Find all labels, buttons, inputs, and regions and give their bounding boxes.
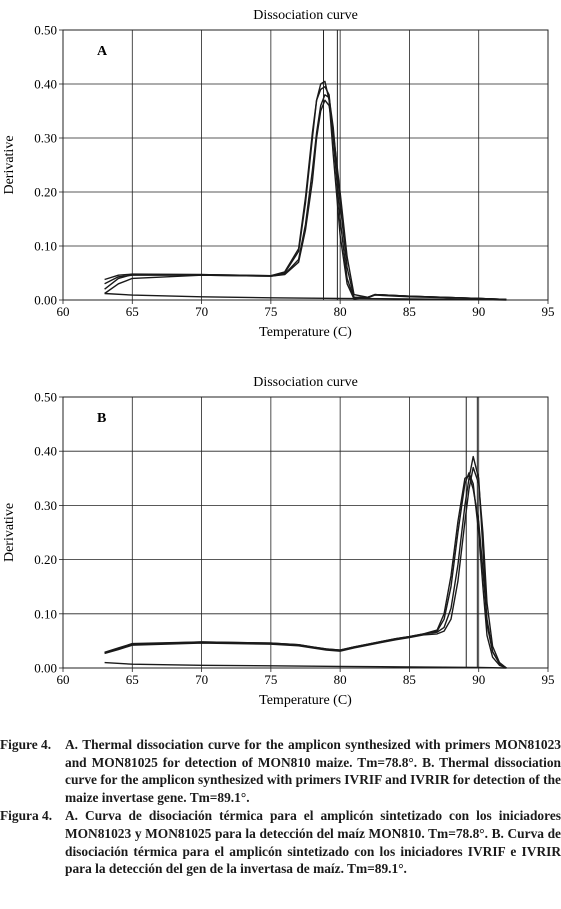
x-tick-label: 90	[472, 672, 485, 687]
chart-b-panel-label: B	[97, 411, 106, 426]
caption-english: Figure 4. A. Thermal dissociation curve …	[0, 736, 561, 806]
chart-a-plot-frame	[62, 29, 549, 301]
y-tick-label: 0.30	[34, 498, 57, 513]
y-tick-label: 0.30	[34, 131, 57, 146]
series-line-4	[104, 474, 507, 669]
chart-b-y-axis-label: Derivative	[2, 503, 17, 562]
caption-spanish-label: Figura 4.	[0, 808, 53, 824]
x-tick-label: 80	[334, 304, 347, 319]
series-line-2	[104, 455, 507, 669]
x-tick-label: 95	[542, 672, 555, 687]
caption-english-text: A. Thermal dissociation curve for the am…	[65, 737, 561, 805]
x-tick-label: 75	[264, 304, 277, 319]
y-tick-label: 0.50	[34, 390, 57, 405]
series-line-5	[104, 292, 507, 301]
dissociation-charts: Dissociation curve 60 65 70 75 80 85 90 95 0.00 0.…	[2, 8, 555, 708]
chart-b: Dissociation curve 60 65 70 75 80 85 90 95 0.00 0.…	[2, 375, 555, 708]
x-tick-label: 75	[264, 672, 277, 687]
series-line-1	[104, 80, 507, 301]
chart-a-title: Dissociation curve	[253, 8, 358, 23]
caption-spanish-text: A. Curva de disociación térmica para el …	[65, 808, 561, 877]
y-tick-label: 0.50	[34, 23, 57, 38]
x-tick-label: 70	[195, 672, 208, 687]
series-line-3	[104, 85, 507, 301]
x-tick-label: 80	[334, 672, 347, 687]
y-tick-label: 0.00	[34, 661, 57, 676]
x-tick-label: 85	[403, 672, 416, 687]
chart-b-x-axis-label: Temperature (C)	[259, 693, 352, 708]
chart-a-panel-label: A	[97, 44, 108, 59]
series-line-5	[104, 661, 507, 669]
y-tick-label: 0.40	[34, 444, 57, 459]
y-tick-label: 0.10	[34, 239, 57, 254]
x-tick-label: 70	[195, 304, 208, 319]
x-tick-label: 60	[57, 304, 70, 319]
series-line-3	[104, 466, 507, 669]
x-tick-label: 95	[542, 304, 555, 319]
y-tick-label: 0.20	[34, 552, 57, 567]
x-tick-label: 60	[57, 672, 70, 687]
x-tick-label: 90	[472, 304, 485, 319]
y-tick-label: 0.00	[34, 293, 57, 308]
x-tick-label: 65	[126, 672, 139, 687]
y-tick-label: 0.20	[34, 185, 57, 200]
figure-caption: Figure 4. A. Thermal dissociation curve …	[0, 736, 561, 879]
chart-b-plot-frame	[62, 396, 549, 669]
chart-a-x-axis-label: Temperature (C)	[259, 325, 352, 340]
x-tick-label: 65	[126, 304, 139, 319]
y-tick-label: 0.10	[34, 606, 57, 621]
y-tick-label: 0.40	[34, 77, 57, 92]
caption-english-label: Figure 4.	[0, 737, 52, 752]
chart-a-y-axis-label: Derivative	[2, 135, 17, 194]
x-tick-label: 85	[403, 304, 416, 319]
chart-a: Dissociation curve 60 65 70 75 80 85 90 95 0.00 0.…	[2, 8, 555, 340]
chart-b-title: Dissociation curve	[253, 375, 358, 390]
caption-spanish: Figura 4. A. Curva de disociación térmic…	[0, 807, 561, 877]
series-line-1	[104, 472, 507, 669]
series-line-4	[104, 99, 507, 301]
